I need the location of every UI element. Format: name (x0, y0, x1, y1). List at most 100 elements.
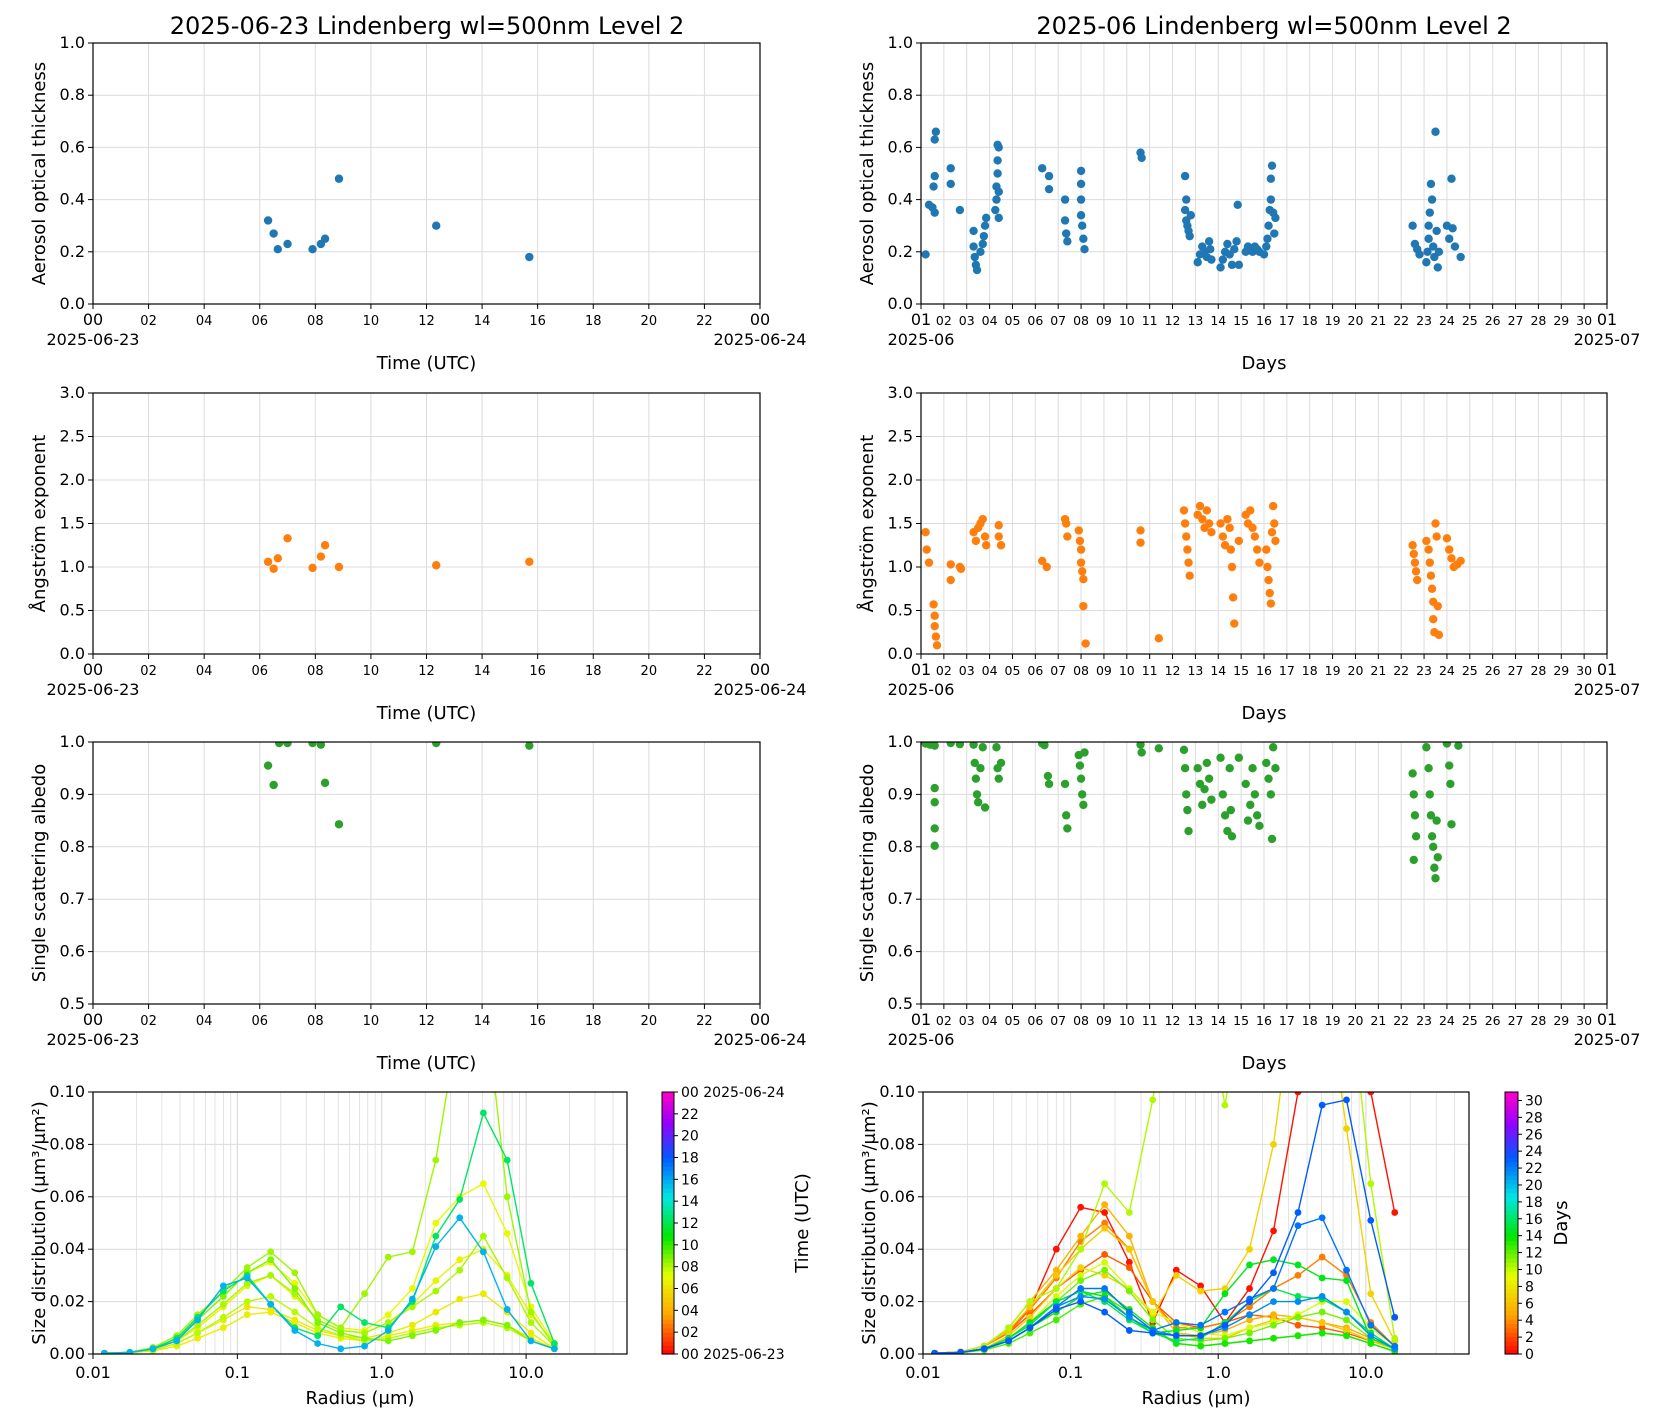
x-tick-label: 14 (1210, 663, 1226, 678)
series-point (1052, 1306, 1060, 1313)
data-point (996, 758, 1006, 768)
x-tick-label: 02 (140, 664, 157, 679)
series-point (1246, 1316, 1253, 1324)
data-point (308, 563, 317, 573)
colorbar-segment (1505, 1118, 1518, 1124)
data-point (955, 742, 965, 749)
data-point (1415, 250, 1424, 259)
data-point (1422, 743, 1431, 752)
data-point (1429, 842, 1438, 851)
series-point (1343, 958, 1350, 965)
data-point (993, 156, 1002, 165)
x-tick-label: 01 (1597, 660, 1617, 679)
x-tick-label: 30 (1576, 1013, 1592, 1028)
series-point (314, 1324, 322, 1332)
data-point (1255, 558, 1264, 567)
data-point (1427, 195, 1437, 204)
colorbar-segment (1505, 1205, 1518, 1211)
data-point (1207, 255, 1216, 264)
data-point (969, 242, 978, 251)
x-tick-label: 18 (1302, 663, 1318, 678)
data-point (1185, 231, 1194, 241)
series-point (1294, 1332, 1302, 1340)
series-point (243, 1264, 251, 1271)
data-point (994, 532, 1003, 541)
x-tick-label: 00 (750, 660, 770, 679)
x-tick-label: 14 (1210, 1013, 1226, 1028)
series-point (1270, 1334, 1277, 1342)
data-point (283, 239, 292, 249)
y-tick-label: 1.0 (60, 557, 85, 576)
colorbar-segment (1505, 1275, 1518, 1281)
colorbar-segment (662, 1279, 674, 1285)
plot-frame (92, 741, 761, 1005)
colorbar-segment (662, 1249, 674, 1255)
x-tick-label: 06 (251, 1014, 268, 1029)
x-tick-label: 02 (140, 1014, 157, 1029)
x-tick-label: 24 (1439, 663, 1455, 678)
series-point (479, 1290, 487, 1298)
colorbar-tick-label: 28 (1525, 1110, 1543, 1126)
data-point (1079, 601, 1088, 611)
grid (92, 1091, 628, 1355)
data-point (1182, 195, 1191, 204)
series-point (1101, 1295, 1109, 1303)
x-tick-label: 01 (1597, 310, 1617, 329)
data-point (956, 564, 966, 573)
data-point (1234, 260, 1244, 270)
x-tick-label: 06 (1027, 663, 1043, 678)
series-point (1052, 1298, 1060, 1305)
y-tick-label: 0.00 (879, 1344, 915, 1363)
series-point (1367, 1321, 1375, 1329)
series-line (104, 1111, 556, 1354)
data-point (1075, 761, 1085, 770)
data-point (269, 780, 278, 790)
series-point (1343, 1277, 1350, 1285)
series-point (337, 1345, 345, 1353)
series-point (194, 1329, 201, 1337)
series-point (101, 1349, 108, 1354)
data-point (1136, 538, 1145, 547)
x-tick-label: 22 (696, 664, 713, 679)
series-point (1005, 1337, 1012, 1345)
series-point (1318, 1308, 1326, 1316)
colorbar-segment (662, 1209, 674, 1215)
series-point (1052, 1245, 1060, 1253)
data-point (1425, 208, 1434, 217)
chart-ssa-day: 0.5 0.6 0.7 0.8 0.9 1.0 00 02 04 06 08 10 12 14 16 18 20… (29, 732, 806, 1074)
data-point (1266, 195, 1276, 204)
data-point (1216, 519, 1225, 528)
data-point (1267, 161, 1277, 170)
series-point (1391, 1313, 1399, 1321)
x-tick-label: 00 (750, 1010, 770, 1029)
x-tick-label: 16 (529, 1014, 546, 1029)
colorbar-segment (1505, 1192, 1518, 1198)
data-point (308, 742, 317, 748)
x-tick-label: 20 (1348, 313, 1364, 328)
y-tick-label: 2.0 (888, 470, 913, 489)
colorbar-segment (1505, 1340, 1518, 1346)
colorbar-segment (1505, 1253, 1518, 1259)
series-point (1294, 1261, 1302, 1269)
data-point (1271, 213, 1280, 223)
series-line (934, 1092, 1396, 1354)
x-tick-label: 09 (1096, 663, 1112, 678)
x-tick-label: 04 (982, 1013, 998, 1028)
y-tick-label: 0.4 (60, 190, 85, 209)
data-point (1074, 526, 1083, 535)
x-tick-label: 00 (83, 1010, 103, 1029)
series-point (456, 1196, 464, 1203)
series-point (1319, 958, 1326, 965)
x-tick-label: 09 (1096, 313, 1112, 328)
colorbar-frame (1504, 1091, 1519, 1355)
x-tick-label: 06 (251, 314, 268, 329)
series-point (1391, 1209, 1399, 1216)
x-tick-label: 02 (936, 313, 952, 328)
series-point (931, 1349, 939, 1354)
colorbar-segment (1505, 1231, 1518, 1237)
data-point (931, 127, 941, 136)
series-point (337, 1324, 345, 1332)
data-point (979, 231, 989, 241)
colorbar-tick-label: 10 (1525, 1262, 1543, 1278)
